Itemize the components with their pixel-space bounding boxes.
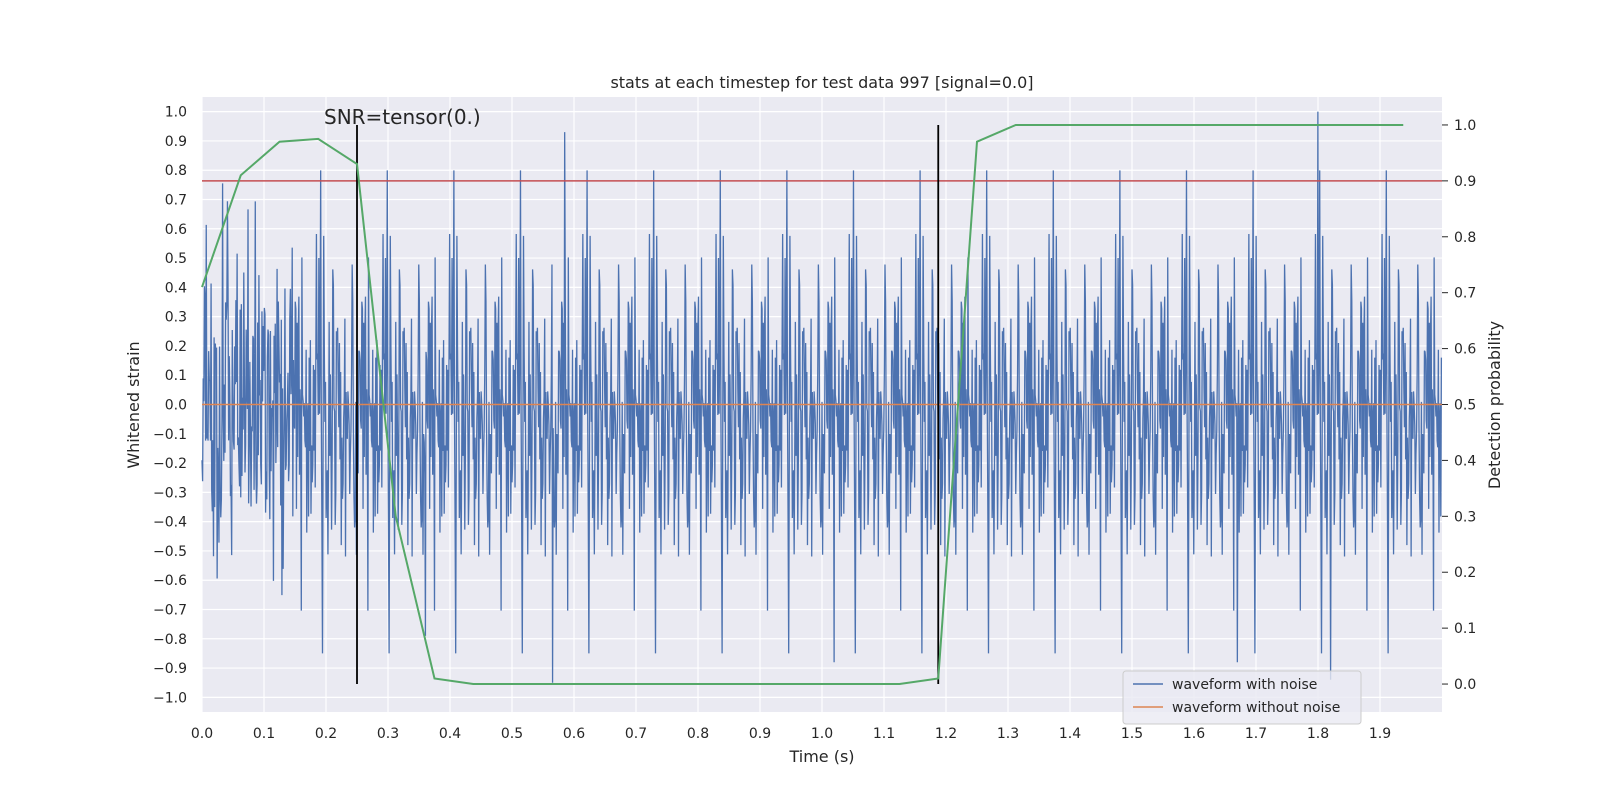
x-tick-label: 1.0 <box>811 726 833 742</box>
y2-tick-label: 0.8 <box>1454 230 1476 246</box>
y-tick-label: 1.0 <box>165 105 187 121</box>
marker-lines <box>356 124 940 685</box>
x-tick-label: 1.3 <box>997 726 1019 742</box>
y2-tick-label: 0.4 <box>1454 453 1476 469</box>
x-tick-label: 0.0 <box>191 726 213 742</box>
x-tick-label: 1.7 <box>1245 726 1267 742</box>
x-tick-label: 0.5 <box>501 726 523 742</box>
y-tick-label: −0.1 <box>153 427 187 443</box>
y-tick-label: 0.2 <box>165 339 187 355</box>
x-tick-label: 0.2 <box>315 726 337 742</box>
y-tick-label: −0.7 <box>153 603 187 619</box>
y2-tick-label: 0.7 <box>1454 286 1476 302</box>
x-tick-label: 1.8 <box>1307 726 1329 742</box>
snr-annotation: SNR=tensor(0.) <box>324 105 481 129</box>
y-tick-label: −0.2 <box>153 456 187 472</box>
x-tick-label: 0.3 <box>377 726 399 742</box>
noise-line <box>201 111 1443 683</box>
y-tick-label: 0.4 <box>165 280 187 296</box>
x-axis-ticks: 0.0 0.1 0.2 0.3 0.4 0.5 0.6 0.7 0.8 0.9 1.0 1.1 1.2 1… <box>191 726 1391 742</box>
y-tick-label: 0.1 <box>165 368 187 384</box>
y-tick-label: −0.5 <box>153 544 187 560</box>
y-tick-label: −0.3 <box>153 485 187 501</box>
y2-tick-label: 0.3 <box>1454 509 1476 525</box>
y2-tick-label: 1.0 <box>1454 118 1476 134</box>
x-tick-label: 1.6 <box>1183 726 1205 742</box>
legend-box <box>1122 670 1362 725</box>
y-axis-label: Whitened strain <box>124 341 143 468</box>
y-tick-label: 0.7 <box>165 193 187 209</box>
x-tick-label: 0.4 <box>439 726 461 742</box>
y-tick-label: −0.6 <box>153 573 187 589</box>
y2-tick-label: 0.0 <box>1454 677 1476 693</box>
legend-label-clean: waveform without noise <box>1172 700 1340 716</box>
x-tick-label: 0.8 <box>687 726 709 742</box>
y-tick-label: −0.9 <box>153 661 187 677</box>
y-axis-ticks: 1.0 0.9 0.8 0.7 0.6 0.5 0.4 0.3 0.2 0.1 0.0 −0.1 −0.… <box>153 105 187 707</box>
x-tick-label: 0.9 <box>749 726 771 742</box>
legend: waveform with noise waveform without noi… <box>1122 670 1362 725</box>
y-tick-label: −0.8 <box>153 632 187 648</box>
y2-axis-label: Detection probability <box>1485 321 1504 489</box>
y-tick-label: 0.3 <box>165 310 187 326</box>
y2-tick-label: 0.2 <box>1454 565 1476 581</box>
x-tick-label: 0.6 <box>563 726 585 742</box>
y-tick-label: 0.0 <box>165 398 187 414</box>
y-tick-label: 0.5 <box>165 251 187 267</box>
x-axis-label: Time (s) <box>788 747 854 766</box>
x-tick-label: 1.9 <box>1369 726 1391 742</box>
chart-title: stats at each timestep for test data 997… <box>610 73 1033 92</box>
x-tick-label: 1.2 <box>935 726 957 742</box>
y-tick-label: 0.8 <box>165 163 187 179</box>
x-tick-label: 0.1 <box>253 726 275 742</box>
y2-axis-ticks: 1.0 0.9 0.8 0.7 0.6 0.5 0.4 0.3 0.2 0.1 0.0 <box>1442 118 1476 693</box>
probability-line <box>201 123 1404 686</box>
x-tick-label: 1.1 <box>873 726 895 742</box>
y-tick-label: 0.9 <box>165 134 187 150</box>
y-tick-label: −0.4 <box>153 515 187 531</box>
series-detection-probability <box>201 123 1404 686</box>
y-tick-label: 0.6 <box>165 222 187 238</box>
x-tick-label: 0.7 <box>625 726 647 742</box>
y2-tick-label: 0.1 <box>1454 621 1476 637</box>
y2-tick-label: 0.6 <box>1454 342 1476 358</box>
y-tick-label: −1.0 <box>153 690 187 706</box>
y2-tick-label: 0.9 <box>1454 174 1476 190</box>
y2-tick-label: 0.5 <box>1454 398 1476 414</box>
legend-label-noise: waveform with noise <box>1172 677 1317 693</box>
x-tick-label: 1.4 <box>1059 726 1081 742</box>
series-waveform-with-noise <box>201 111 1443 683</box>
x-tick-label: 1.5 <box>1121 726 1143 742</box>
